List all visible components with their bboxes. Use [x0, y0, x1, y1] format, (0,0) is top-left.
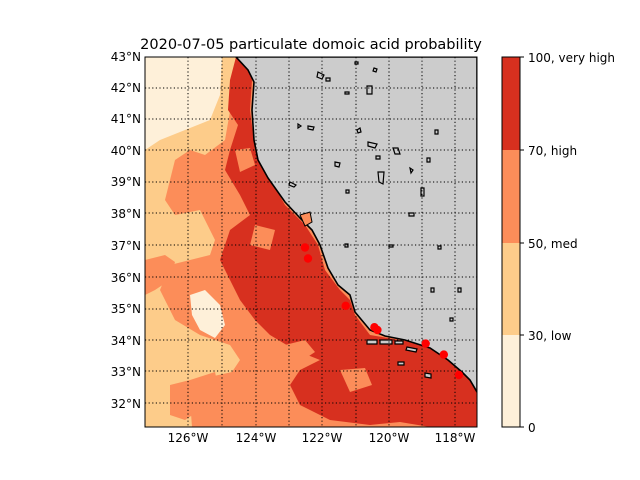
lat-tick: 41°N: [111, 112, 141, 126]
colorbar-label: 30, low: [528, 329, 572, 343]
station-marker: [373, 325, 382, 335]
lon-tick: 122°W: [302, 431, 343, 445]
region-med-west: [145, 255, 175, 295]
colorbar-bin-med: [502, 243, 520, 335]
station-marker: [454, 370, 464, 380]
region-very-low-south: [190, 290, 225, 338]
region-med-spot-4: [340, 368, 372, 392]
land-mass: [234, 57, 477, 394]
channel-islands: [366, 339, 432, 379]
map-area: [145, 57, 477, 427]
colorbar-label: 50, med: [528, 237, 578, 251]
lat-tick: 42°N: [111, 81, 141, 95]
colorbar-label: 0: [528, 421, 536, 435]
lon-tick: 126°W: [168, 431, 209, 445]
region-very-low-north: [145, 57, 222, 150]
colorbar-bin-low: [502, 335, 520, 427]
lon-tick-labels: 126°W 124°W 122°W 120°W 118°W: [168, 431, 476, 445]
lat-tick: 40°N: [111, 144, 141, 158]
lat-tick: 38°N: [111, 207, 141, 221]
lat-tick: 33°N: [111, 365, 141, 379]
lat-tick-labels: 43°N 42°N 41°N 40°N 39°N 38°N 37°N 36°N …: [111, 50, 141, 411]
station-marker: [341, 301, 350, 310]
bay-inlet: [299, 211, 313, 227]
region-low: [145, 57, 240, 427]
station-marker: [439, 350, 448, 359]
region-high: [220, 57, 477, 427]
lat-tick: 35°N: [111, 302, 141, 316]
station-marker: [300, 243, 310, 252]
lon-tick: 118°W: [435, 431, 476, 445]
lon-tick: 124°W: [236, 431, 277, 445]
graticule: [145, 57, 477, 427]
colorbar-label: 70, high: [528, 144, 577, 158]
lat-tick: 36°N: [111, 271, 141, 285]
colorbar-bin-very-high: [502, 57, 520, 150]
colorbar-label: 100, very high: [528, 51, 615, 65]
lat-tick: 34°N: [111, 334, 141, 348]
colorbar-frame: [501, 56, 521, 428]
lat-tick: 43°N: [111, 50, 141, 64]
station-marker: [303, 254, 313, 263]
lat-tick: 37°N: [111, 239, 141, 253]
map-frame: [144, 56, 478, 428]
region-med-patch: [170, 372, 220, 420]
lon-tick: 120°W: [369, 431, 410, 445]
colorbar-bin-high: [502, 150, 520, 243]
station-marker: [421, 339, 430, 348]
lat-tick: 32°N: [111, 397, 141, 411]
region-med-spot-2: [285, 340, 315, 362]
region-med-spot-1: [235, 148, 255, 172]
map-title: 2020-07-05 particulate domoic acid proba…: [140, 37, 482, 53]
station-markers: [300, 243, 464, 380]
lat-tick: 39°N: [111, 175, 141, 189]
colorbar: 100, very high 70, high 50, med 30, low …: [501, 51, 615, 435]
region-med-spot-3: [250, 225, 275, 250]
